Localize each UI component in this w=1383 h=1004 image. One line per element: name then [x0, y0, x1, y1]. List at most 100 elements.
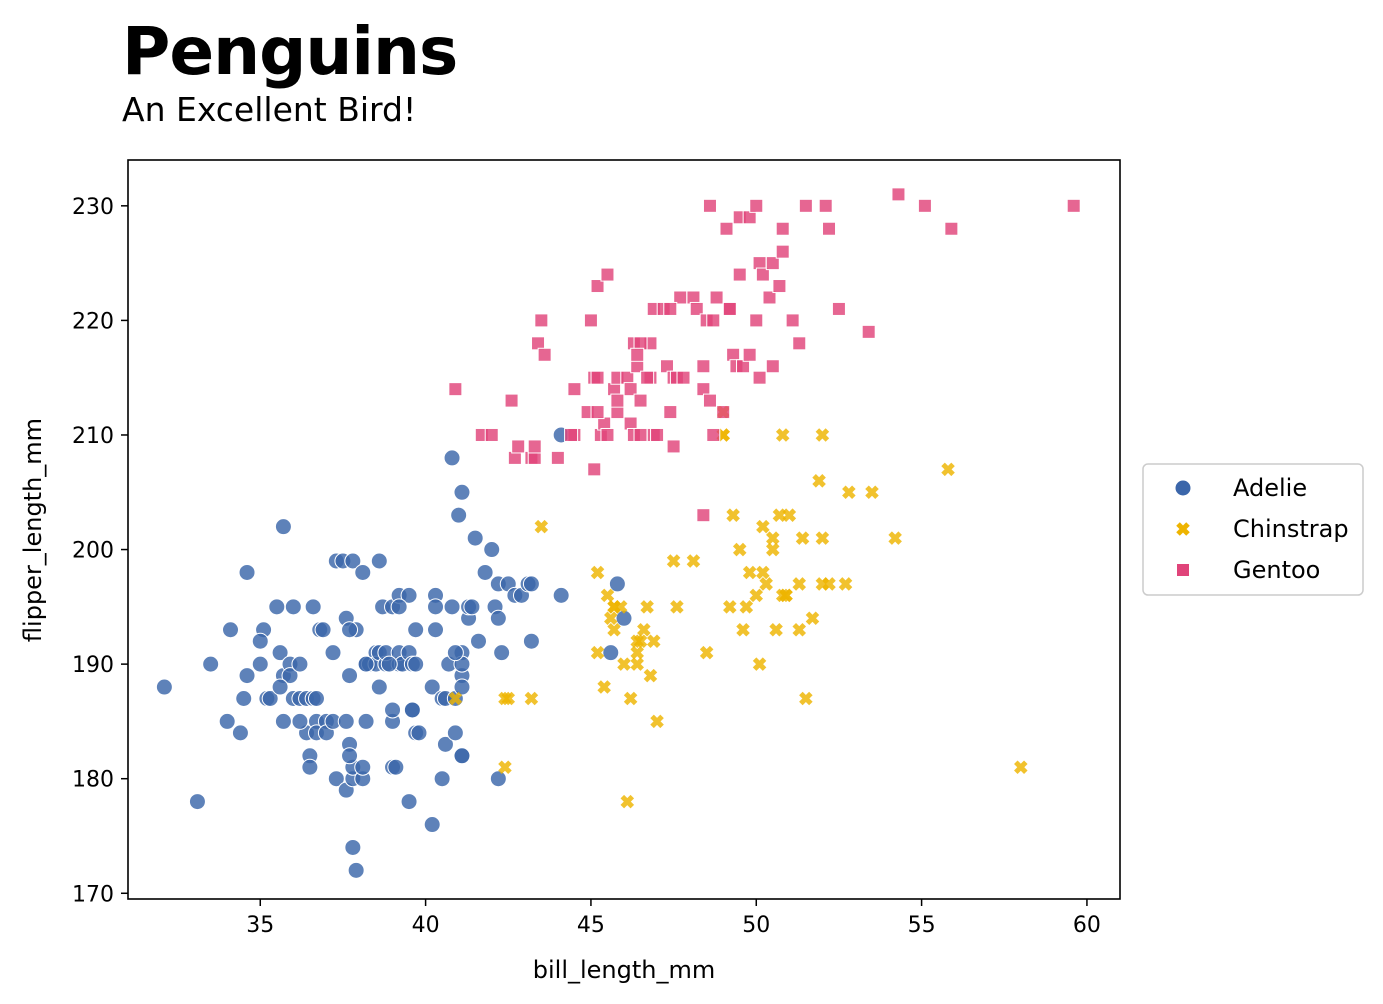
data-point-chinstrap	[941, 462, 955, 477]
data-point-gentoo	[798, 198, 813, 213]
data-point-gentoo	[706, 427, 721, 442]
data-point-gentoo	[706, 313, 721, 328]
x-tick-label: 50	[742, 913, 770, 938]
data-point-gentoo	[702, 393, 717, 408]
data-point-adelie	[410, 724, 428, 742]
data-point-adelie	[357, 712, 375, 730]
legend-marker-gentoo	[1176, 563, 1190, 577]
legend-label-adelie: Adelie	[1233, 474, 1307, 502]
x-tick-label: 40	[412, 913, 440, 938]
data-point-chinstrap	[637, 622, 651, 637]
data-point-chinstrap	[723, 600, 737, 614]
data-point-gentoo	[792, 336, 807, 351]
data-point-chinstrap	[779, 588, 793, 603]
data-point-gentoo	[716, 405, 731, 420]
data-point-gentoo	[785, 313, 800, 328]
data-point-adelie	[400, 586, 418, 604]
data-point-adelie	[370, 678, 388, 696]
data-point-chinstrap	[590, 565, 605, 580]
data-point-gentoo	[696, 508, 711, 523]
data-point-chinstrap	[448, 691, 463, 706]
data-point-adelie	[344, 552, 362, 570]
data-point-chinstrap	[782, 508, 797, 522]
data-point-adelie	[155, 678, 173, 696]
data-point-adelie	[261, 689, 279, 707]
data-point-adelie	[274, 712, 292, 730]
data-point-adelie	[493, 644, 511, 662]
plot-frame	[127, 159, 1121, 900]
data-point-gentoo	[630, 347, 645, 362]
data-point-adelie	[347, 861, 365, 879]
data-point-chinstrap	[607, 622, 621, 637]
data-point-gentoo	[666, 439, 681, 454]
y-axis-label: flipper_length_mm	[19, 418, 47, 642]
data-point-chinstrap	[600, 588, 615, 603]
data-point-adelie	[188, 793, 206, 811]
y-tick-label: 200	[72, 539, 114, 564]
y-tick-label: 210	[72, 424, 114, 449]
data-point-gentoo	[742, 347, 757, 362]
data-point-adelie	[446, 724, 464, 742]
data-point-gentoo	[448, 382, 463, 397]
data-point-adelie	[427, 621, 445, 639]
data-point-chinstrap	[752, 657, 767, 671]
data-point-chinstrap	[766, 531, 780, 545]
data-point-gentoo	[752, 370, 767, 385]
data-point-adelie	[443, 449, 461, 467]
y-tick-label: 230	[72, 195, 114, 220]
data-point-gentoo	[917, 198, 932, 213]
data-point-gentoo	[719, 221, 734, 236]
data-point-chinstrap	[524, 691, 539, 706]
x-axis-label: bill_length_mm	[533, 956, 716, 984]
data-point-adelie	[274, 518, 292, 536]
data-point-adelie	[268, 598, 286, 616]
data-point-adelie	[238, 563, 256, 581]
data-point-gentoo	[775, 221, 790, 236]
data-point-gentoo	[590, 370, 605, 385]
data-point-chinstrap	[756, 519, 770, 534]
points-layer	[155, 187, 1081, 879]
data-point-chinstrap	[838, 577, 853, 591]
data-point-adelie	[423, 678, 441, 696]
data-point-gentoo	[891, 187, 906, 202]
data-point-chinstrap	[805, 611, 820, 626]
data-point-chinstrap	[617, 657, 631, 671]
data-point-adelie	[238, 667, 256, 685]
data-point-adelie	[218, 712, 236, 730]
data-point-adelie	[231, 724, 249, 742]
data-point-chinstrap	[607, 600, 621, 614]
data-point-adelie	[354, 758, 372, 776]
data-point-gentoo	[587, 462, 602, 477]
data-point-chinstrap	[726, 508, 740, 522]
data-point-gentoo	[1066, 198, 1081, 213]
data-point-adelie	[489, 609, 507, 627]
data-point-chinstrap	[775, 428, 790, 442]
data-point-chinstrap	[815, 531, 830, 545]
data-point-adelie	[446, 644, 464, 662]
data-point-gentoo	[831, 301, 846, 316]
data-point-chinstrap	[597, 680, 611, 694]
data-point-adelie	[341, 667, 359, 685]
data-point-gentoo	[590, 405, 605, 420]
y-tick-label: 220	[72, 309, 114, 334]
data-point-gentoo	[534, 313, 549, 328]
data-point-adelie	[344, 838, 362, 856]
data-point-gentoo	[600, 427, 615, 442]
data-point-chinstrap	[769, 622, 783, 637]
legend-frame	[1142, 463, 1364, 596]
data-point-adelie	[463, 598, 481, 616]
x-tick-label: 60	[1073, 913, 1101, 938]
data-point-gentoo	[818, 198, 833, 213]
data-point-adelie	[489, 770, 507, 788]
data-point-adelie	[476, 563, 494, 581]
data-point-chinstrap	[842, 485, 856, 500]
data-point-adelie	[301, 758, 319, 776]
data-point-chinstrap	[643, 668, 658, 683]
data-point-gentoo	[749, 313, 764, 328]
data-point-adelie	[291, 655, 309, 673]
data-point-gentoo	[623, 382, 638, 397]
data-point-gentoo	[537, 347, 552, 362]
data-point-gentoo	[732, 267, 747, 282]
data-point-adelie	[354, 563, 372, 581]
data-point-chinstrap	[888, 531, 902, 545]
